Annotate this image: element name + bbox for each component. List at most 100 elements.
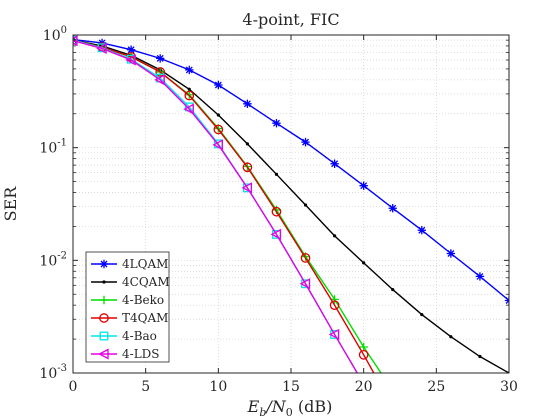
x-tick-label: 15: [282, 379, 300, 395]
point-marker: [391, 287, 395, 292]
circle-marker: [300, 253, 311, 263]
x-label-sub2: 0: [286, 406, 293, 419]
x-label-tail: (dB): [293, 397, 333, 416]
x-tick-label: 10: [209, 379, 227, 395]
y-axis-label: SER: [1, 186, 20, 222]
point-marker: [245, 142, 249, 146]
x-label-sub1: b: [259, 406, 266, 419]
triangle-left-marker: [154, 74, 165, 86]
x-tick-label: 25: [427, 379, 445, 395]
circle-marker: [184, 90, 195, 101]
asterisk-marker: [475, 272, 485, 281]
series-line: [73, 39, 375, 373]
circle-marker: [329, 300, 340, 311]
asterisk-marker: [99, 259, 109, 269]
plus-marker: [99, 295, 109, 305]
legend-item: 4-LDS: [91, 347, 160, 361]
legend-items: 4LQAM 4CQAM 4-Beko T4QAM 4-Bao 4-LDS: [91, 257, 170, 361]
y-tick-base: 10: [39, 253, 57, 269]
y-tick-base: 10: [39, 141, 57, 157]
point-marker: [449, 335, 453, 339]
x-tick-labels: 0 5 10 15 20 25 30: [69, 379, 518, 395]
chart-title: 4-point, FIC: [242, 10, 339, 29]
legend-box: [85, 251, 170, 363]
point-marker: [187, 87, 191, 91]
y-tick-label: 10-1: [39, 138, 67, 157]
asterisk-marker: [156, 54, 165, 63]
x-tick-label: 0: [69, 379, 78, 395]
triangle-left-marker: [96, 42, 107, 55]
point-marker: [274, 172, 279, 176]
x-label-main: E: [247, 397, 260, 416]
y-tick-exponent: -1: [57, 138, 67, 149]
tick-marks: [72, 34, 510, 374]
series-line: [73, 40, 359, 373]
series-layer: [73, 35, 509, 373]
legend-label: T4QAM: [122, 311, 168, 325]
series-line: [73, 38, 509, 302]
triangle-left-marker: [73, 35, 78, 47]
series-4-lds: [73, 35, 359, 373]
circle-marker: [271, 206, 282, 217]
x-label-mid: /N: [264, 397, 286, 416]
triangle-left-marker: [183, 103, 194, 115]
triangle-left-marker: [98, 348, 109, 360]
triangle-left-marker: [125, 54, 136, 66]
triangle-left-marker: [328, 328, 340, 340]
legend-label: 4LQAM: [122, 257, 168, 271]
triangle-left-marker: [270, 228, 282, 240]
point-marker: [102, 280, 106, 284]
legend-label: 4CQAM: [122, 275, 170, 289]
circle-marker: [213, 124, 224, 135]
x-tick-label: 5: [141, 379, 150, 395]
circle-marker: [242, 162, 253, 173]
legend: 4LQAM 4CQAM 4-Beko T4QAM 4-Bao 4-LDS: [85, 251, 170, 363]
x-tick-label: 30: [500, 379, 518, 395]
y-tick-exponent: -3: [57, 363, 67, 374]
point-marker: [420, 312, 424, 317]
triangle-left-marker: [241, 182, 253, 194]
legend-item: 4CQAM: [91, 275, 170, 289]
x-tick-label: 20: [355, 379, 373, 395]
y-tick-label: 10-2: [39, 250, 67, 269]
asterisk-marker: [185, 65, 194, 75]
asterisk-marker: [388, 204, 397, 213]
circle-marker: [99, 313, 109, 323]
asterisk-marker: [301, 137, 310, 147]
asterisk-marker: [359, 181, 368, 190]
triangle-left-marker: [212, 139, 223, 151]
series-4lqam: [73, 35, 509, 305]
legend-item: T4QAM: [91, 311, 168, 325]
y-tick-base: 10: [39, 366, 57, 382]
point-marker: [333, 234, 337, 238]
legend-item: 4LQAM: [91, 257, 168, 271]
plus-marker: [359, 342, 368, 352]
asterisk-marker: [330, 159, 339, 168]
y-tick-label: 10-3: [39, 363, 67, 382]
y-tick-base: 10: [43, 28, 61, 44]
asterisk-marker: [272, 118, 281, 128]
square-marker: [99, 331, 109, 341]
y-tick-exponent: -2: [57, 250, 67, 261]
asterisk-marker: [446, 249, 456, 258]
asterisk-marker: [417, 226, 426, 235]
triangle-left-marker: [299, 278, 311, 290]
point-marker: [478, 354, 482, 359]
legend-item: 4-Beko: [91, 293, 164, 307]
circle-marker: [155, 67, 166, 77]
asterisk-marker: [214, 80, 223, 90]
legend-label: 4-LDS: [122, 347, 160, 361]
point-marker: [216, 113, 220, 117]
series-line: [73, 39, 509, 373]
point-marker: [362, 261, 366, 265]
y-tick-exponent: 0: [61, 25, 67, 36]
x-axis-label: Eb/N0 (dB): [247, 397, 333, 419]
asterisk-marker: [126, 45, 136, 54]
y-tick-label: 100: [43, 25, 67, 44]
circle-marker: [358, 349, 369, 360]
asterisk-marker: [243, 99, 252, 109]
legend-item: 4-Bao: [91, 329, 157, 343]
legend-label: 4-Beko: [122, 293, 164, 307]
